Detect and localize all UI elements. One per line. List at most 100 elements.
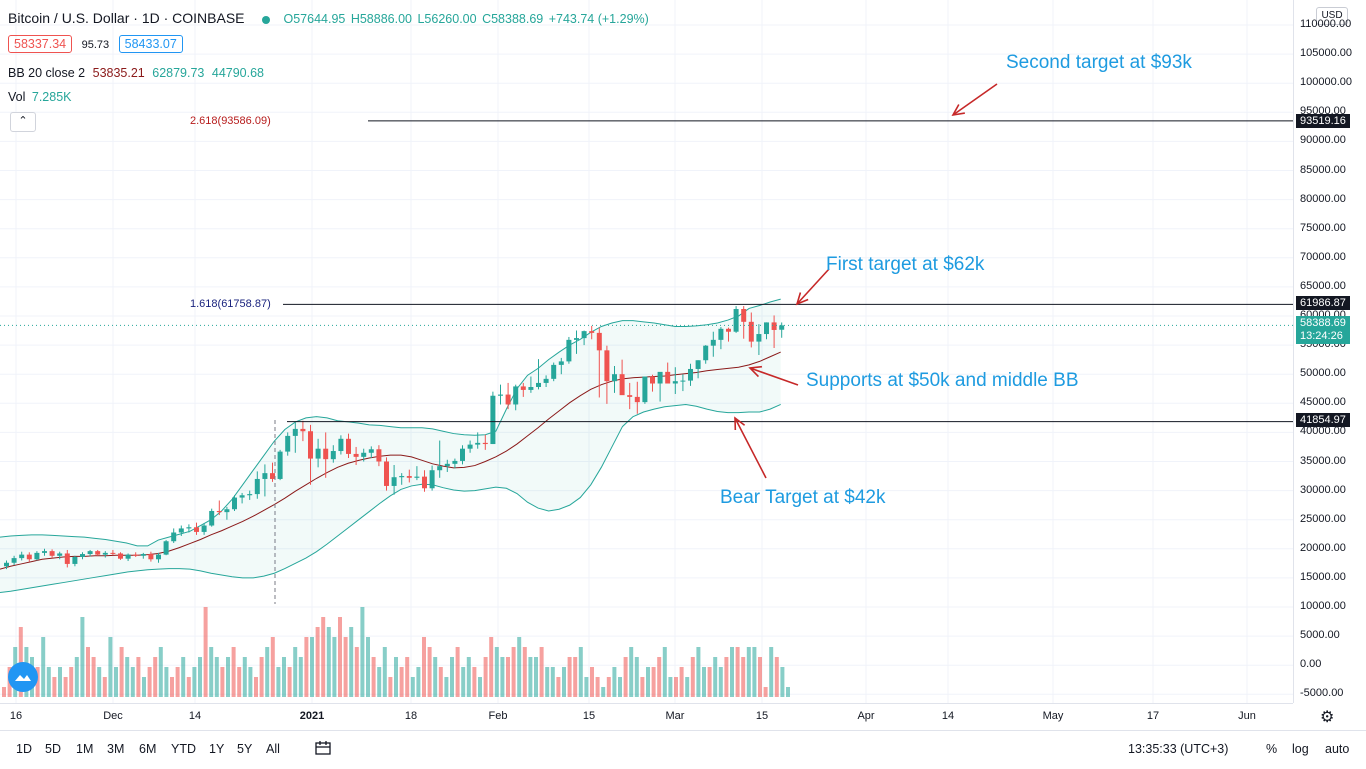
volume-bar	[590, 667, 594, 697]
annotation-bear-target[interactable]: Bear Target at $42k	[720, 487, 886, 508]
volume-bar	[735, 647, 740, 697]
bb-fill	[0, 299, 781, 593]
price-tick-label: 65000.00	[1300, 279, 1346, 292]
volume-bar	[517, 637, 522, 697]
chart-pane[interactable]: Bitcoin / U.S. Dollar · 1D · COINBASE O5…	[0, 0, 1293, 703]
candle-body	[589, 331, 595, 333]
candle-body	[627, 395, 633, 397]
annotation-second-target[interactable]: Second target at $93k	[1006, 52, 1192, 73]
volume-bar	[730, 647, 734, 697]
volume-bar	[416, 667, 421, 697]
time-tick-label: May	[1042, 710, 1064, 722]
candle-body	[270, 473, 275, 479]
candle-body	[414, 476, 420, 478]
volume-bar	[175, 667, 180, 697]
tradingview-logo[interactable]	[8, 662, 38, 692]
price-tick-label: 0.00	[1300, 658, 1322, 671]
range-button-3m[interactable]: 3M	[107, 742, 125, 756]
volume-bar	[343, 637, 348, 697]
volume-bar	[674, 677, 678, 697]
arrow-first-target	[796, 268, 830, 305]
vol-value: 7.285K	[31, 90, 72, 104]
time-axis[interactable]: 16 Dec 14 2021 18 Feb 15 Mar 15 Apr 14 May 17 Jun ⚙	[0, 703, 1334, 730]
range-button-5d[interactable]: 5D	[45, 742, 61, 756]
candle-body	[718, 328, 724, 340]
volume-bar	[696, 647, 701, 697]
volume-bar	[752, 647, 757, 697]
volume-bar	[489, 637, 494, 697]
volume-bar	[298, 657, 303, 697]
range-button-all[interactable]: All	[266, 742, 280, 756]
volume-bar	[35, 667, 40, 697]
price-axis[interactable]: USD 110000.00 105000.00 100000.00 95000.00 9…	[1293, 0, 1366, 703]
price-tag-62k: 61986.87	[1296, 296, 1350, 310]
range-button-ytd[interactable]: YTD	[171, 742, 196, 756]
volume-bar	[276, 667, 281, 697]
candle-body	[140, 554, 146, 556]
candle-body	[688, 368, 693, 381]
volume-bar	[198, 657, 202, 697]
candle-body	[779, 325, 785, 330]
bb-middle-value: 53835.21	[92, 66, 145, 80]
sell-button[interactable]: 58337.34	[8, 35, 73, 53]
symbol-title[interactable]: Bitcoin / U.S. Dollar · 1D · COINBASE	[8, 10, 245, 26]
range-button-5y[interactable]: 5Y	[237, 742, 253, 756]
volume-bar	[612, 667, 617, 697]
go-to-date-button[interactable]	[314, 740, 332, 756]
log-toggle[interactable]: log	[1292, 742, 1309, 756]
bb-label[interactable]: BB 20 close 2	[8, 66, 86, 80]
candle-body	[110, 552, 116, 554]
volume-bar	[2, 687, 6, 697]
candle-body	[733, 309, 739, 332]
clock-timezone[interactable]: 13:35:33 (UTC+3)	[1128, 742, 1229, 756]
candle-body	[695, 360, 701, 369]
volume-bar	[511, 647, 516, 697]
volume-bar	[114, 667, 118, 697]
volume-bar	[354, 647, 359, 697]
range-button-1m[interactable]: 1M	[76, 742, 94, 756]
buy-button[interactable]: 58433.07	[118, 35, 183, 53]
percent-toggle[interactable]: %	[1266, 742, 1278, 756]
arrow-first-target-head	[795, 292, 809, 306]
volume-bar	[786, 687, 790, 697]
volume-bar	[119, 647, 124, 697]
annotation-supports[interactable]: Supports at $50k and middle BB	[806, 370, 1079, 391]
candle-body	[4, 562, 9, 567]
time-tick-label: 18	[404, 710, 418, 722]
chart-settings-button[interactable]: ⚙	[1320, 707, 1334, 727]
vol-label[interactable]: Vol	[8, 90, 26, 104]
candle-body	[102, 552, 108, 555]
candle-body	[368, 449, 374, 453]
candle-body	[216, 510, 222, 513]
candle-body	[148, 554, 154, 560]
range-button-6m[interactable]: 6M	[139, 742, 157, 756]
candle-body	[361, 452, 367, 457]
candle-body	[125, 554, 131, 559]
candle-body	[384, 461, 389, 486]
gear-icon: ⚙	[1320, 709, 1335, 726]
volume-bar	[270, 637, 275, 697]
candle-body	[558, 361, 564, 365]
volume-bar	[534, 657, 538, 697]
annotation-first-target[interactable]: First target at $62k	[826, 254, 985, 275]
auto-toggle[interactable]: auto	[1325, 742, 1350, 756]
volume-bar	[181, 657, 186, 697]
volume-bar	[130, 667, 135, 697]
price-tag-42k: 41854.97	[1296, 413, 1350, 427]
price-tick-label: 85000.00	[1300, 163, 1346, 176]
volume-bar	[528, 657, 533, 697]
candle-body	[118, 553, 123, 559]
candle-body	[482, 442, 488, 445]
range-button-1y[interactable]: 1Y	[209, 742, 225, 756]
range-button-1d[interactable]: 1D	[16, 742, 32, 756]
chart-canvas[interactable]	[0, 0, 1293, 703]
price-tick-label: 35000.00	[1300, 454, 1346, 467]
price-tick-label: 90000.00	[1300, 134, 1346, 147]
volume-bar	[377, 667, 382, 697]
price-tick-label: 45000.00	[1300, 396, 1346, 409]
currency-button[interactable]: USD	[1316, 7, 1348, 25]
volume-bar	[349, 627, 354, 697]
collapse-legend-button[interactable]: ⌃	[10, 112, 36, 132]
volume-bar	[651, 667, 656, 697]
volume-bar	[685, 677, 690, 697]
